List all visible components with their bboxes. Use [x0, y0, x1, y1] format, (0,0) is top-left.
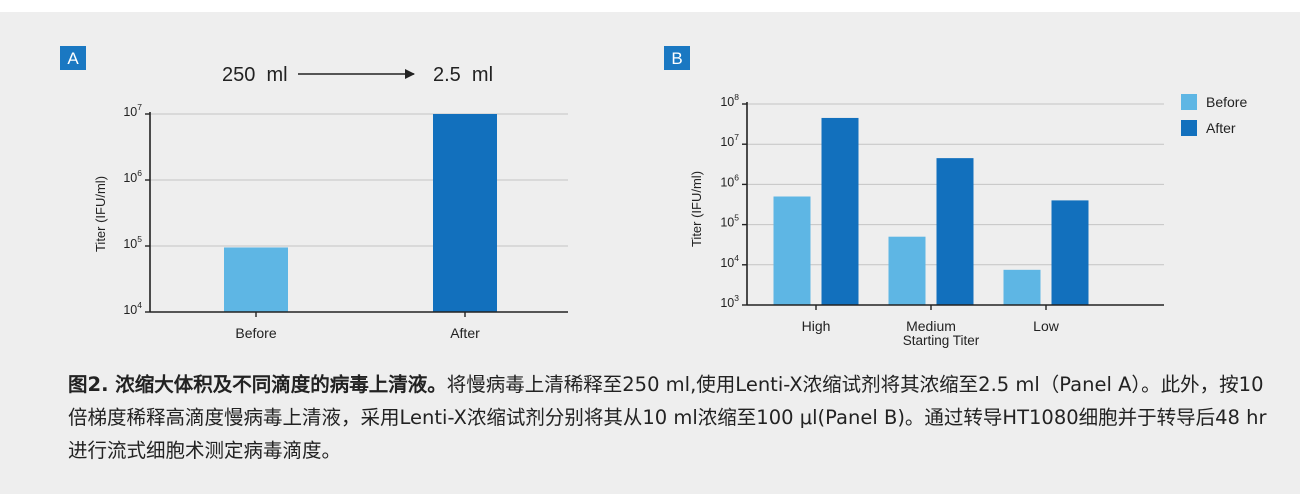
- panel-b-label: B: [671, 49, 682, 68]
- a-ytick-label: 104: [123, 300, 142, 317]
- panel-b-bars: [773, 117, 1089, 305]
- a-ytick-label: 106: [123, 168, 142, 185]
- b-ytick-label: 107: [720, 132, 739, 149]
- panel-b-label-badge: [664, 46, 690, 70]
- b-xtick-label: Low: [1033, 318, 1060, 334]
- volume-after-label: 2.5 ml: [433, 64, 493, 86]
- b-ytick-label: 104: [720, 253, 739, 270]
- panel-b-xticks: High Medium Low: [802, 305, 1060, 334]
- panel-a-label-badge: [60, 46, 86, 70]
- b-ytick-label: 103: [720, 293, 739, 310]
- panel-a-ylabel: Titer (IFU/ml): [93, 176, 108, 252]
- b-ytick-label: 106: [720, 172, 739, 189]
- b-xtick-label: Medium: [906, 318, 956, 334]
- panel-b-legend: Before After: [1181, 94, 1247, 136]
- figure-caption: 图2. 浓缩大体积及不同滴度的病毒上清液。将慢病毒上清稀释至250 ml,使用L…: [68, 368, 1278, 467]
- panel-a-grid: [150, 113, 568, 247]
- bar-after: [433, 114, 497, 312]
- bar-before: [224, 247, 288, 312]
- caption-title: 图2. 浓缩大体积及不同滴度的病毒上清液。: [68, 373, 447, 396]
- panel-a-bars: [224, 114, 497, 312]
- bar-low-before: [1003, 269, 1041, 305]
- panel-b-xlabel: Starting Titer: [903, 333, 980, 348]
- panel-b-yticks: 103 104 105 106 107 108: [720, 92, 747, 310]
- b-xtick-label: High: [802, 318, 831, 334]
- panel-b: B Titer (IFU/ml) 103 104 105 106 107 108 High…: [664, 46, 1247, 348]
- a-ytick-label: 107: [123, 102, 142, 119]
- bar-high-before: [773, 196, 811, 305]
- a-xtick-label: Before: [235, 325, 276, 341]
- a-xtick-label: After: [450, 325, 480, 341]
- panel-a: A 250 ml 2.5 ml Titer (IFU/ml) 104 105 106…: [60, 46, 568, 341]
- charts-svg: A 250 ml 2.5 ml Titer (IFU/ml) 104 105 106…: [60, 46, 1247, 348]
- bar-high-after: [821, 117, 859, 305]
- b-ytick-label: 108: [720, 92, 739, 109]
- legend-swatch-after: [1181, 120, 1197, 136]
- bar-medium-after: [936, 158, 974, 305]
- caption-body: 将慢病毒上清稀释至250 ml,使用Lenti-X浓缩试剂将其浓缩至2.5 ml…: [68, 373, 1267, 462]
- volume-before-label: 250 ml: [222, 64, 288, 86]
- panel-a-axes: [149, 112, 568, 313]
- panel-a-xticks: Before After: [235, 312, 480, 341]
- a-ytick-label: 105: [123, 234, 142, 251]
- legend-swatch-before: [1181, 94, 1197, 110]
- legend-label-after: After: [1206, 120, 1236, 136]
- panel-a-yticks: 104 105 106 107: [123, 102, 150, 317]
- b-ytick-label: 105: [720, 213, 739, 230]
- panel-a-label: A: [67, 49, 79, 68]
- bar-medium-before: [888, 236, 926, 305]
- bar-low-after: [1051, 200, 1089, 305]
- legend-label-before: Before: [1206, 94, 1247, 110]
- figure: A 250 ml 2.5 ml Titer (IFU/ml) 104 105 106…: [0, 12, 1300, 494]
- panel-b-ylabel: Titer (IFU/ml): [689, 171, 704, 247]
